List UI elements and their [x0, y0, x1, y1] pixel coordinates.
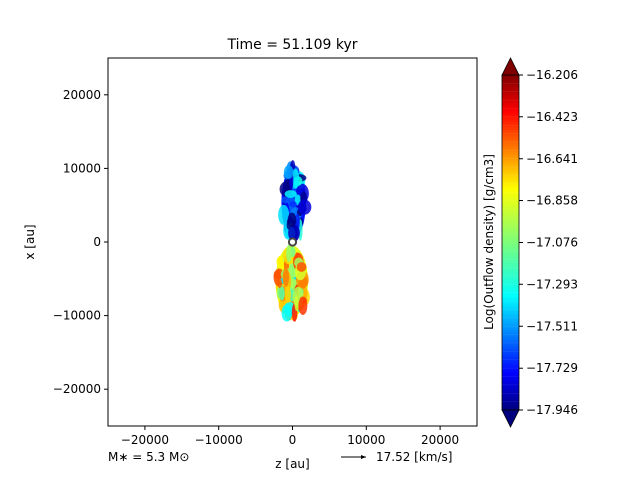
density-patch	[297, 199, 312, 215]
colorbar-tick-label: −16.423	[526, 110, 578, 124]
colorbar-extend-min	[501, 409, 520, 428]
density-patch	[287, 212, 297, 227]
x-tick-label: 0	[289, 433, 297, 447]
y-tick-label: 0	[93, 235, 101, 249]
density-patch	[282, 267, 290, 287]
colorbar-tick-label: −17.729	[526, 361, 578, 375]
velocity-key: 17.52 [km/s]	[341, 450, 452, 464]
density-patch	[298, 296, 308, 315]
density-patch	[278, 204, 290, 225]
density-patch	[296, 262, 307, 272]
x-tick-label: 20000	[421, 433, 459, 447]
outflow-lobe-lower	[273, 244, 310, 322]
colorbar-tick-label: −16.206	[526, 68, 578, 82]
y-tick-label: −20000	[53, 382, 101, 396]
colorbar-tick-label: −17.511	[526, 319, 578, 333]
sink-particle-marker	[287, 237, 298, 247]
stellar-mass-annotation: M∗ = 5.3 M⊙	[108, 450, 189, 464]
x-tick-label: −20000	[121, 433, 169, 447]
colorbar-tick-label: −16.641	[526, 152, 578, 166]
colorbar-label: Log(Outflow density) [g/cm3]	[482, 154, 496, 330]
colorbar-extend-max	[501, 57, 520, 76]
x-axis-ticks: −20000 −10000 0 10000 20000	[121, 426, 459, 447]
x-axis-label: z [au]	[275, 457, 309, 471]
colorbar-tick-label: −17.293	[526, 277, 578, 291]
density-patch	[284, 190, 297, 198]
outflow-density-map	[273, 160, 312, 322]
density-patch	[288, 224, 300, 242]
y-tick-label: 10000	[63, 161, 101, 175]
density-patch	[284, 285, 291, 303]
density-patch	[294, 295, 299, 312]
y-tick-label: 20000	[63, 88, 101, 102]
colorbar-tick-label: −17.076	[526, 236, 578, 250]
x-tick-label: −10000	[195, 433, 243, 447]
y-axis-label: x [au]	[23, 224, 37, 259]
colorbar-ticks: −16.206 −16.423 −16.641 −16.858 −17.076 −17.2…	[519, 68, 578, 417]
density-patch	[277, 278, 282, 289]
density-patch	[283, 165, 294, 180]
density-patch	[279, 286, 285, 301]
density-patch	[281, 304, 293, 322]
density-patch	[291, 168, 300, 189]
density-patch	[286, 244, 292, 263]
outflow-lobe-upper	[278, 160, 312, 243]
colorbar-level-bands	[502, 83, 519, 402]
density-patch	[289, 200, 297, 208]
colorbar-tick-label: −17.946	[526, 403, 578, 417]
colorbar: −16.206 −16.423 −16.641 −16.858 −17.076 −17.2…	[482, 57, 578, 428]
colorbar-tick-label: −16.858	[526, 194, 578, 208]
x-tick-label: 10000	[347, 433, 385, 447]
y-tick-label: −10000	[53, 309, 101, 323]
velocity-key-arrowhead	[361, 455, 366, 459]
chart-title: Time = 51.109 kyr	[227, 37, 358, 53]
y-axis-ticks: −20000 −10000 0 10000 20000	[53, 88, 108, 396]
velocity-key-label: 17.52 [km/s]	[376, 450, 452, 464]
density-patch	[281, 196, 290, 204]
